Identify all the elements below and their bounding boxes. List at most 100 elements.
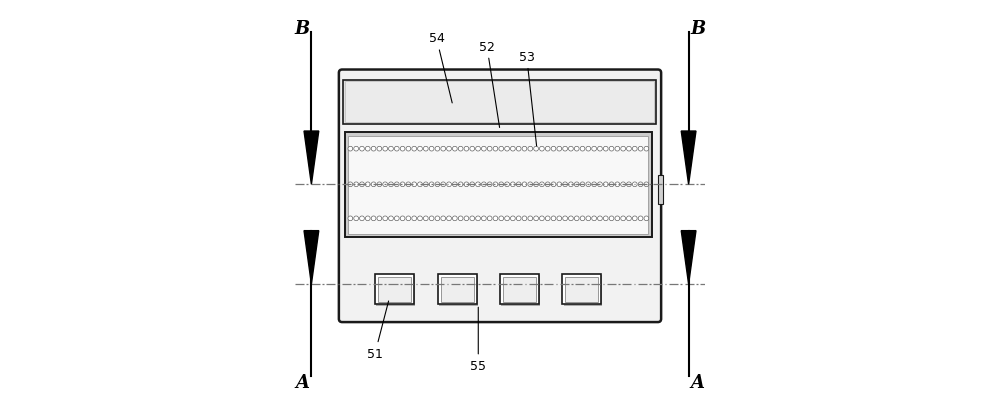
Circle shape xyxy=(563,216,567,221)
Circle shape xyxy=(516,182,521,187)
Circle shape xyxy=(586,147,591,152)
Circle shape xyxy=(406,182,411,187)
Polygon shape xyxy=(681,132,696,185)
Bar xyxy=(345,82,654,123)
Circle shape xyxy=(406,147,411,152)
Circle shape xyxy=(534,182,538,187)
Circle shape xyxy=(551,182,556,187)
Circle shape xyxy=(371,216,376,221)
Bar xyxy=(501,276,540,306)
Circle shape xyxy=(586,216,591,221)
Circle shape xyxy=(418,216,422,221)
Circle shape xyxy=(400,147,405,152)
Bar xyxy=(503,277,536,302)
Circle shape xyxy=(464,216,469,221)
Circle shape xyxy=(365,147,370,152)
Circle shape xyxy=(423,147,428,152)
Circle shape xyxy=(545,147,550,152)
Circle shape xyxy=(476,216,480,221)
Circle shape xyxy=(371,147,376,152)
Circle shape xyxy=(603,216,608,221)
Circle shape xyxy=(441,216,446,221)
Circle shape xyxy=(580,182,585,187)
Circle shape xyxy=(615,182,620,187)
Circle shape xyxy=(592,216,597,221)
Circle shape xyxy=(644,216,649,221)
Circle shape xyxy=(406,216,411,221)
Circle shape xyxy=(493,216,498,221)
Bar xyxy=(658,176,663,204)
Circle shape xyxy=(447,182,451,187)
Circle shape xyxy=(644,182,649,187)
Circle shape xyxy=(609,182,614,187)
Circle shape xyxy=(609,216,614,221)
Circle shape xyxy=(493,182,498,187)
Circle shape xyxy=(447,216,451,221)
Circle shape xyxy=(365,216,370,221)
Circle shape xyxy=(464,182,469,187)
Circle shape xyxy=(441,147,446,152)
Circle shape xyxy=(540,182,544,187)
Circle shape xyxy=(574,216,579,221)
Circle shape xyxy=(569,147,573,152)
Polygon shape xyxy=(304,231,319,284)
Circle shape xyxy=(377,147,382,152)
Circle shape xyxy=(470,147,475,152)
Polygon shape xyxy=(304,132,319,185)
Circle shape xyxy=(545,182,550,187)
Circle shape xyxy=(487,216,492,221)
Circle shape xyxy=(400,216,405,221)
Circle shape xyxy=(481,182,486,187)
Circle shape xyxy=(627,182,631,187)
Circle shape xyxy=(452,182,457,187)
Text: B: B xyxy=(295,20,310,38)
Circle shape xyxy=(505,147,509,152)
Circle shape xyxy=(429,182,434,187)
Circle shape xyxy=(458,182,463,187)
Circle shape xyxy=(452,216,457,221)
Circle shape xyxy=(418,147,422,152)
Circle shape xyxy=(389,147,393,152)
Bar xyxy=(438,274,477,305)
Circle shape xyxy=(580,147,585,152)
Circle shape xyxy=(429,216,434,221)
Circle shape xyxy=(557,147,562,152)
Circle shape xyxy=(598,182,602,187)
Bar xyxy=(348,136,648,234)
Circle shape xyxy=(638,182,643,187)
Circle shape xyxy=(435,147,440,152)
Circle shape xyxy=(394,147,399,152)
Circle shape xyxy=(418,182,422,187)
Bar xyxy=(345,133,652,237)
Circle shape xyxy=(412,147,417,152)
Circle shape xyxy=(476,182,480,187)
Circle shape xyxy=(470,182,475,187)
Circle shape xyxy=(569,182,573,187)
Circle shape xyxy=(621,182,626,187)
Circle shape xyxy=(371,182,376,187)
Circle shape xyxy=(580,216,585,221)
Circle shape xyxy=(557,216,562,221)
Circle shape xyxy=(429,147,434,152)
Circle shape xyxy=(615,147,620,152)
Bar xyxy=(500,274,539,305)
Circle shape xyxy=(412,182,417,187)
Circle shape xyxy=(638,147,643,152)
Text: 51: 51 xyxy=(367,301,389,360)
Circle shape xyxy=(534,147,538,152)
Circle shape xyxy=(505,216,509,221)
Text: B: B xyxy=(690,20,705,38)
Circle shape xyxy=(447,147,451,152)
Circle shape xyxy=(383,147,388,152)
Bar xyxy=(565,277,598,302)
Circle shape xyxy=(394,216,399,221)
Circle shape xyxy=(598,147,602,152)
Circle shape xyxy=(389,216,393,221)
Circle shape xyxy=(621,216,626,221)
Bar xyxy=(441,277,474,302)
Circle shape xyxy=(435,182,440,187)
Circle shape xyxy=(586,182,591,187)
Circle shape xyxy=(499,216,504,221)
Text: 55: 55 xyxy=(470,308,486,373)
Circle shape xyxy=(621,147,626,152)
